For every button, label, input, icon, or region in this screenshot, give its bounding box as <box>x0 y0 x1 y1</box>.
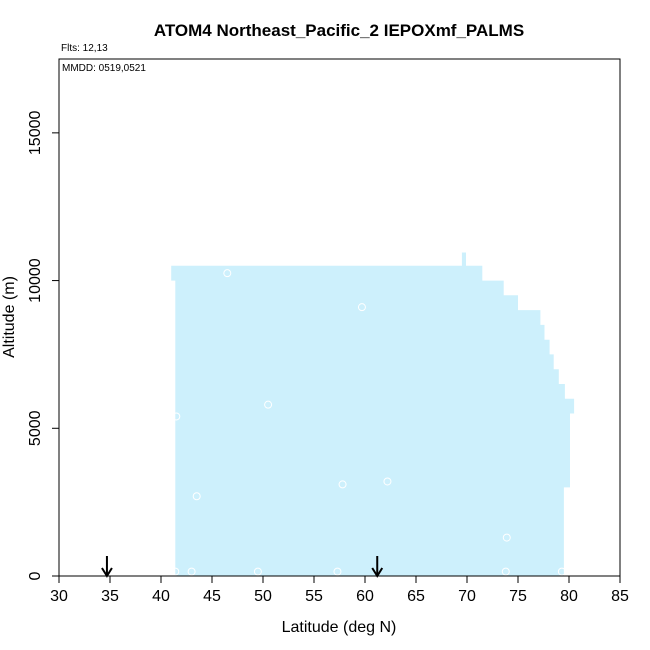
data-point <box>253 567 262 576</box>
data-point <box>187 567 196 576</box>
data-point <box>192 492 201 501</box>
x-tick-label: 40 <box>152 588 170 605</box>
data-point <box>264 400 273 409</box>
y-tick-label: 5000 <box>27 410 44 446</box>
arrow-down-icon <box>101 556 113 578</box>
y-tick-label: 10000 <box>27 258 44 303</box>
flights-annotation: Flts: 12,13 <box>61 43 108 54</box>
x-tick-label: 75 <box>509 588 527 605</box>
data-point <box>172 412 181 421</box>
data-points <box>171 269 566 576</box>
coverage-area <box>171 252 575 576</box>
data-point <box>171 567 180 576</box>
x-tick-label: 50 <box>254 588 272 605</box>
data-point <box>338 480 347 489</box>
y-tick-label: 15000 <box>27 111 44 156</box>
x-axis: 30 35 40 45 50 55 60 65 70 75 80 85 <box>50 575 629 605</box>
chart-title: ATOM4 Northeast_Pacific_2 IEPOXmf_PALMS <box>154 21 524 40</box>
x-tick-label: 80 <box>560 588 578 605</box>
plot-area <box>101 252 575 578</box>
data-point <box>383 477 392 486</box>
x-tick-label: 45 <box>203 588 221 605</box>
x-tick-label: 30 <box>50 588 68 605</box>
data-point <box>501 567 510 576</box>
x-tick-label: 65 <box>407 588 425 605</box>
y-axis-label: Altitude (m) <box>1 276 18 358</box>
x-axis-label: Latitude (deg N) <box>282 619 397 636</box>
x-tick-label: 70 <box>458 588 476 605</box>
data-point <box>557 567 566 576</box>
dates-annotation: MMDD: 0519,0521 <box>62 63 146 74</box>
x-tick-label: 60 <box>356 588 374 605</box>
y-axis: 0 5000 10000 15000 <box>27 111 60 580</box>
x-tick-label: 55 <box>305 588 323 605</box>
x-tick-label: 85 <box>611 588 629 605</box>
y-tick-label: 0 <box>27 571 44 580</box>
data-point <box>333 567 342 576</box>
x-tick-label: 35 <box>101 588 119 605</box>
data-point <box>223 269 232 278</box>
data-point <box>502 533 511 542</box>
data-point <box>357 303 366 312</box>
